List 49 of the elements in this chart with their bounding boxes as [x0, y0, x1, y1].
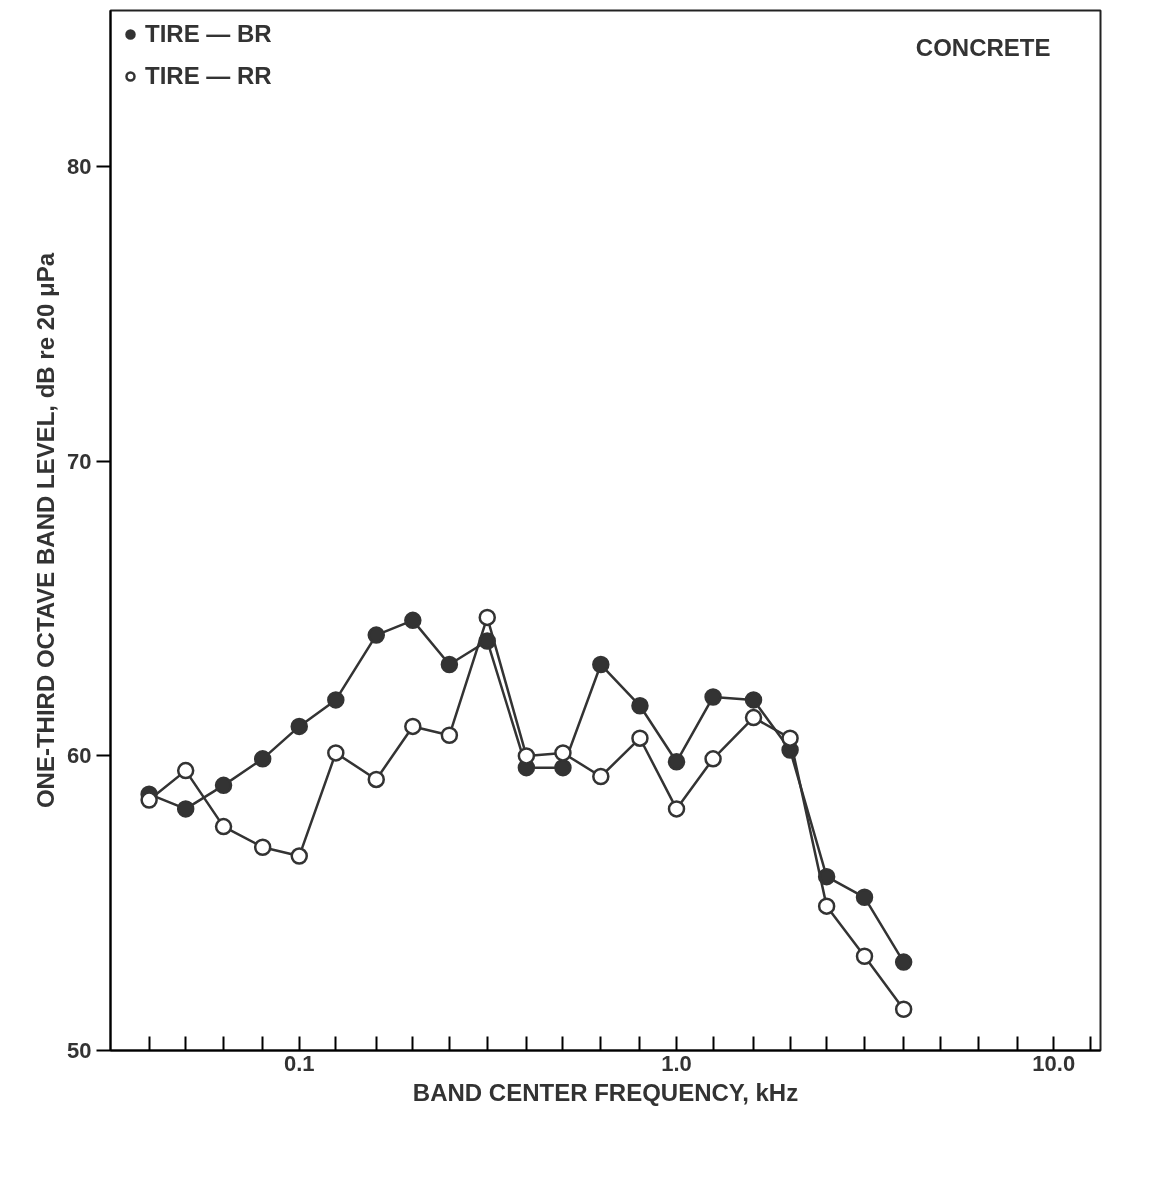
point	[478, 608, 496, 627]
y-tick-label: 70	[67, 448, 92, 474]
point	[440, 726, 459, 744]
point	[704, 750, 722, 768]
point	[327, 744, 345, 762]
point	[855, 947, 874, 965]
point	[290, 717, 308, 736]
point	[440, 655, 459, 674]
annotation: CONCRETE	[915, 33, 1051, 61]
point	[176, 761, 195, 780]
point	[517, 747, 536, 765]
x-tick-label: 1.0	[661, 1050, 692, 1076]
x-axis-title: BAND CENTER FREQUENCY, kHz	[412, 1078, 799, 1106]
legend-label: TIRE — RR	[145, 62, 272, 90]
point	[404, 611, 422, 630]
point	[404, 717, 422, 736]
point	[744, 691, 763, 709]
point	[367, 770, 386, 789]
point	[667, 800, 686, 818]
point	[781, 729, 799, 747]
legend-label: TIRE — BR	[145, 20, 272, 48]
point	[290, 847, 308, 865]
y-tick-label: 60	[67, 743, 92, 769]
y-axis-title: ONE-THIRD OCTAVE BAND LEVEL, dB re 20 μPa	[32, 252, 60, 809]
point	[253, 750, 272, 768]
point	[894, 953, 913, 971]
x-tick-label: 0.1	[283, 1050, 315, 1076]
y-tick-label: 50	[67, 1038, 92, 1063]
point	[855, 888, 874, 907]
point	[214, 776, 233, 795]
point	[176, 800, 195, 818]
point	[592, 655, 610, 674]
y-tick-label: 80	[67, 154, 92, 180]
point	[367, 626, 386, 644]
point	[140, 791, 158, 809]
point	[327, 691, 345, 709]
point	[667, 753, 686, 771]
point	[214, 817, 233, 836]
point	[817, 897, 836, 915]
point	[253, 838, 272, 856]
point	[554, 758, 572, 777]
point	[631, 697, 649, 715]
point	[631, 729, 649, 747]
point	[592, 767, 610, 786]
point	[554, 744, 572, 762]
point	[894, 1000, 913, 1018]
x-tick-label: 10.0	[1032, 1050, 1076, 1076]
point	[744, 708, 763, 727]
point	[704, 688, 722, 706]
